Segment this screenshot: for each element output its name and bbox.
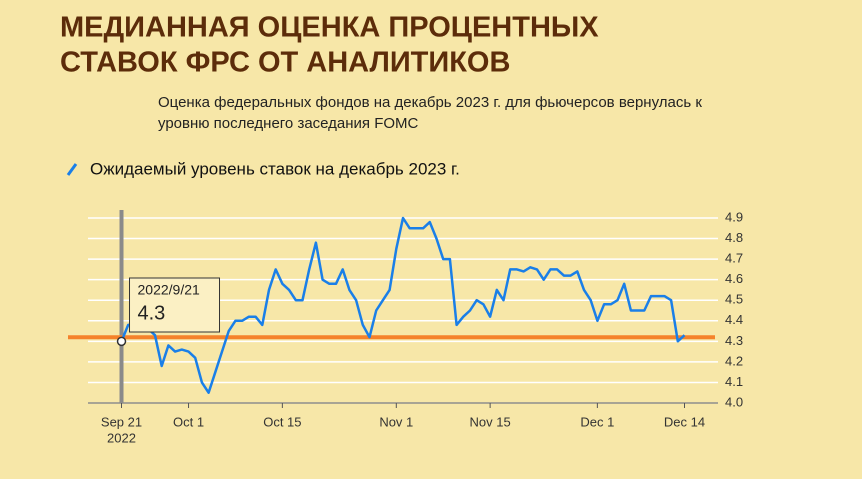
y-tick-label: 4.1 xyxy=(725,374,743,389)
subtitle: уровню последнего заседания FOMC xyxy=(158,115,419,132)
y-tick-label: 4.5 xyxy=(725,292,743,307)
legend-swatch xyxy=(66,163,78,176)
tooltip-date: 2022/9/21 xyxy=(138,282,200,298)
tooltip-box xyxy=(129,277,221,333)
x-year-label: 2022 xyxy=(107,430,136,445)
x-tick-label: Nov 15 xyxy=(470,414,511,429)
y-tick-label: 4.9 xyxy=(725,209,743,224)
tooltip-value: 4.3 xyxy=(138,302,166,324)
y-tick-label: 4.8 xyxy=(725,230,743,245)
y-tick-label: 4.7 xyxy=(725,251,743,266)
y-tick-label: 4.4 xyxy=(725,312,743,327)
hover-point xyxy=(116,336,127,347)
x-tick-label: Oct 1 xyxy=(173,414,204,429)
y-tick-label: 4.6 xyxy=(725,271,743,286)
hover-band xyxy=(119,210,124,403)
series-line xyxy=(120,216,686,394)
x-tick-label: Oct 15 xyxy=(263,414,301,429)
x-tick-label: Sep 21 xyxy=(101,414,142,429)
legend-label: Ожидаемый уровень ставок на декабрь 2023… xyxy=(90,159,460,178)
x-tick-label: Dec 1 xyxy=(580,414,614,429)
y-tick-label: 4.2 xyxy=(725,353,743,368)
x-tick-label: Nov 1 xyxy=(379,414,413,429)
chart-title: СТАВОК ФРС ОТ АНАЛИТИКОВ xyxy=(60,47,510,79)
y-tick-label: 4.3 xyxy=(725,333,743,348)
x-tick-label: Dec 14 xyxy=(664,414,705,429)
chart-title: МЕДИАННАЯ ОЦЕНКА ПРОЦЕНТНЫХ xyxy=(60,12,599,44)
y-tick-label: 4.0 xyxy=(725,394,743,409)
subtitle: Оценка федеральных фондов на декабрь 202… xyxy=(158,94,702,111)
